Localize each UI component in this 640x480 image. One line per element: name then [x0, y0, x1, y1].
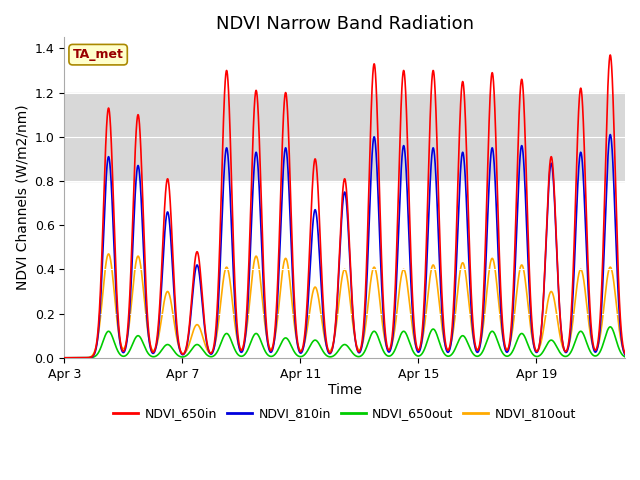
NDVI_650out [621, 354, 629, 360]
NDVI_650in [105, 105, 113, 111]
NDVI_810in [192, 264, 200, 269]
NDVI_650out [192, 342, 200, 348]
NDVI_810in [473, 349, 481, 355]
Y-axis label: NDVI Channels (W/m2/nm): NDVI Channels (W/m2/nm) [15, 105, 29, 290]
NDVI_810out [335, 305, 342, 311]
NDVI_650in [192, 251, 200, 256]
NDVI_810in [143, 318, 151, 324]
NDVI_650in [607, 52, 614, 58]
NDVI_810in [105, 154, 113, 160]
NDVI_650in [621, 351, 629, 357]
Line: NDVI_810in: NDVI_810in [64, 134, 625, 358]
NDVI_810in [60, 355, 68, 360]
NDVI_650in [335, 275, 342, 280]
NDVI_650in [473, 347, 481, 353]
NDVI_810out [193, 322, 200, 328]
NDVI_650out [143, 349, 151, 355]
NDVI_650out [473, 353, 481, 359]
Title: NDVI Narrow Band Radiation: NDVI Narrow Band Radiation [216, 15, 474, 33]
NDVI_810out [621, 351, 629, 357]
Bar [64, 93, 625, 181]
NDVI_650in [143, 308, 151, 314]
NDVI_810out [60, 355, 68, 360]
Line: NDVI_650out: NDVI_650out [64, 327, 625, 358]
NDVI_810in [621, 352, 629, 358]
NDVI_810out [105, 251, 113, 257]
NDVI_650in [533, 348, 541, 354]
NDVI_810in [335, 280, 342, 286]
NDVI_650out [60, 355, 68, 360]
NDVI_650out [607, 324, 614, 330]
NDVI_810out [143, 324, 151, 330]
NDVI_650out [335, 348, 342, 354]
Line: NDVI_810out: NDVI_810out [64, 254, 625, 358]
Text: TA_met: TA_met [73, 48, 124, 61]
NDVI_810out [473, 346, 481, 352]
NDVI_810in [607, 132, 614, 137]
NDVI_810in [533, 349, 541, 355]
NDVI_650in [60, 355, 68, 360]
NDVI_650out [533, 354, 541, 360]
Legend: NDVI_650in, NDVI_810in, NDVI_650out, NDVI_810out: NDVI_650in, NDVI_810in, NDVI_650out, NDV… [108, 403, 581, 425]
X-axis label: Time: Time [328, 384, 362, 397]
NDVI_810out [533, 348, 541, 354]
NDVI_810out [105, 251, 113, 257]
Line: NDVI_650in: NDVI_650in [64, 55, 625, 358]
NDVI_650out [105, 328, 113, 334]
